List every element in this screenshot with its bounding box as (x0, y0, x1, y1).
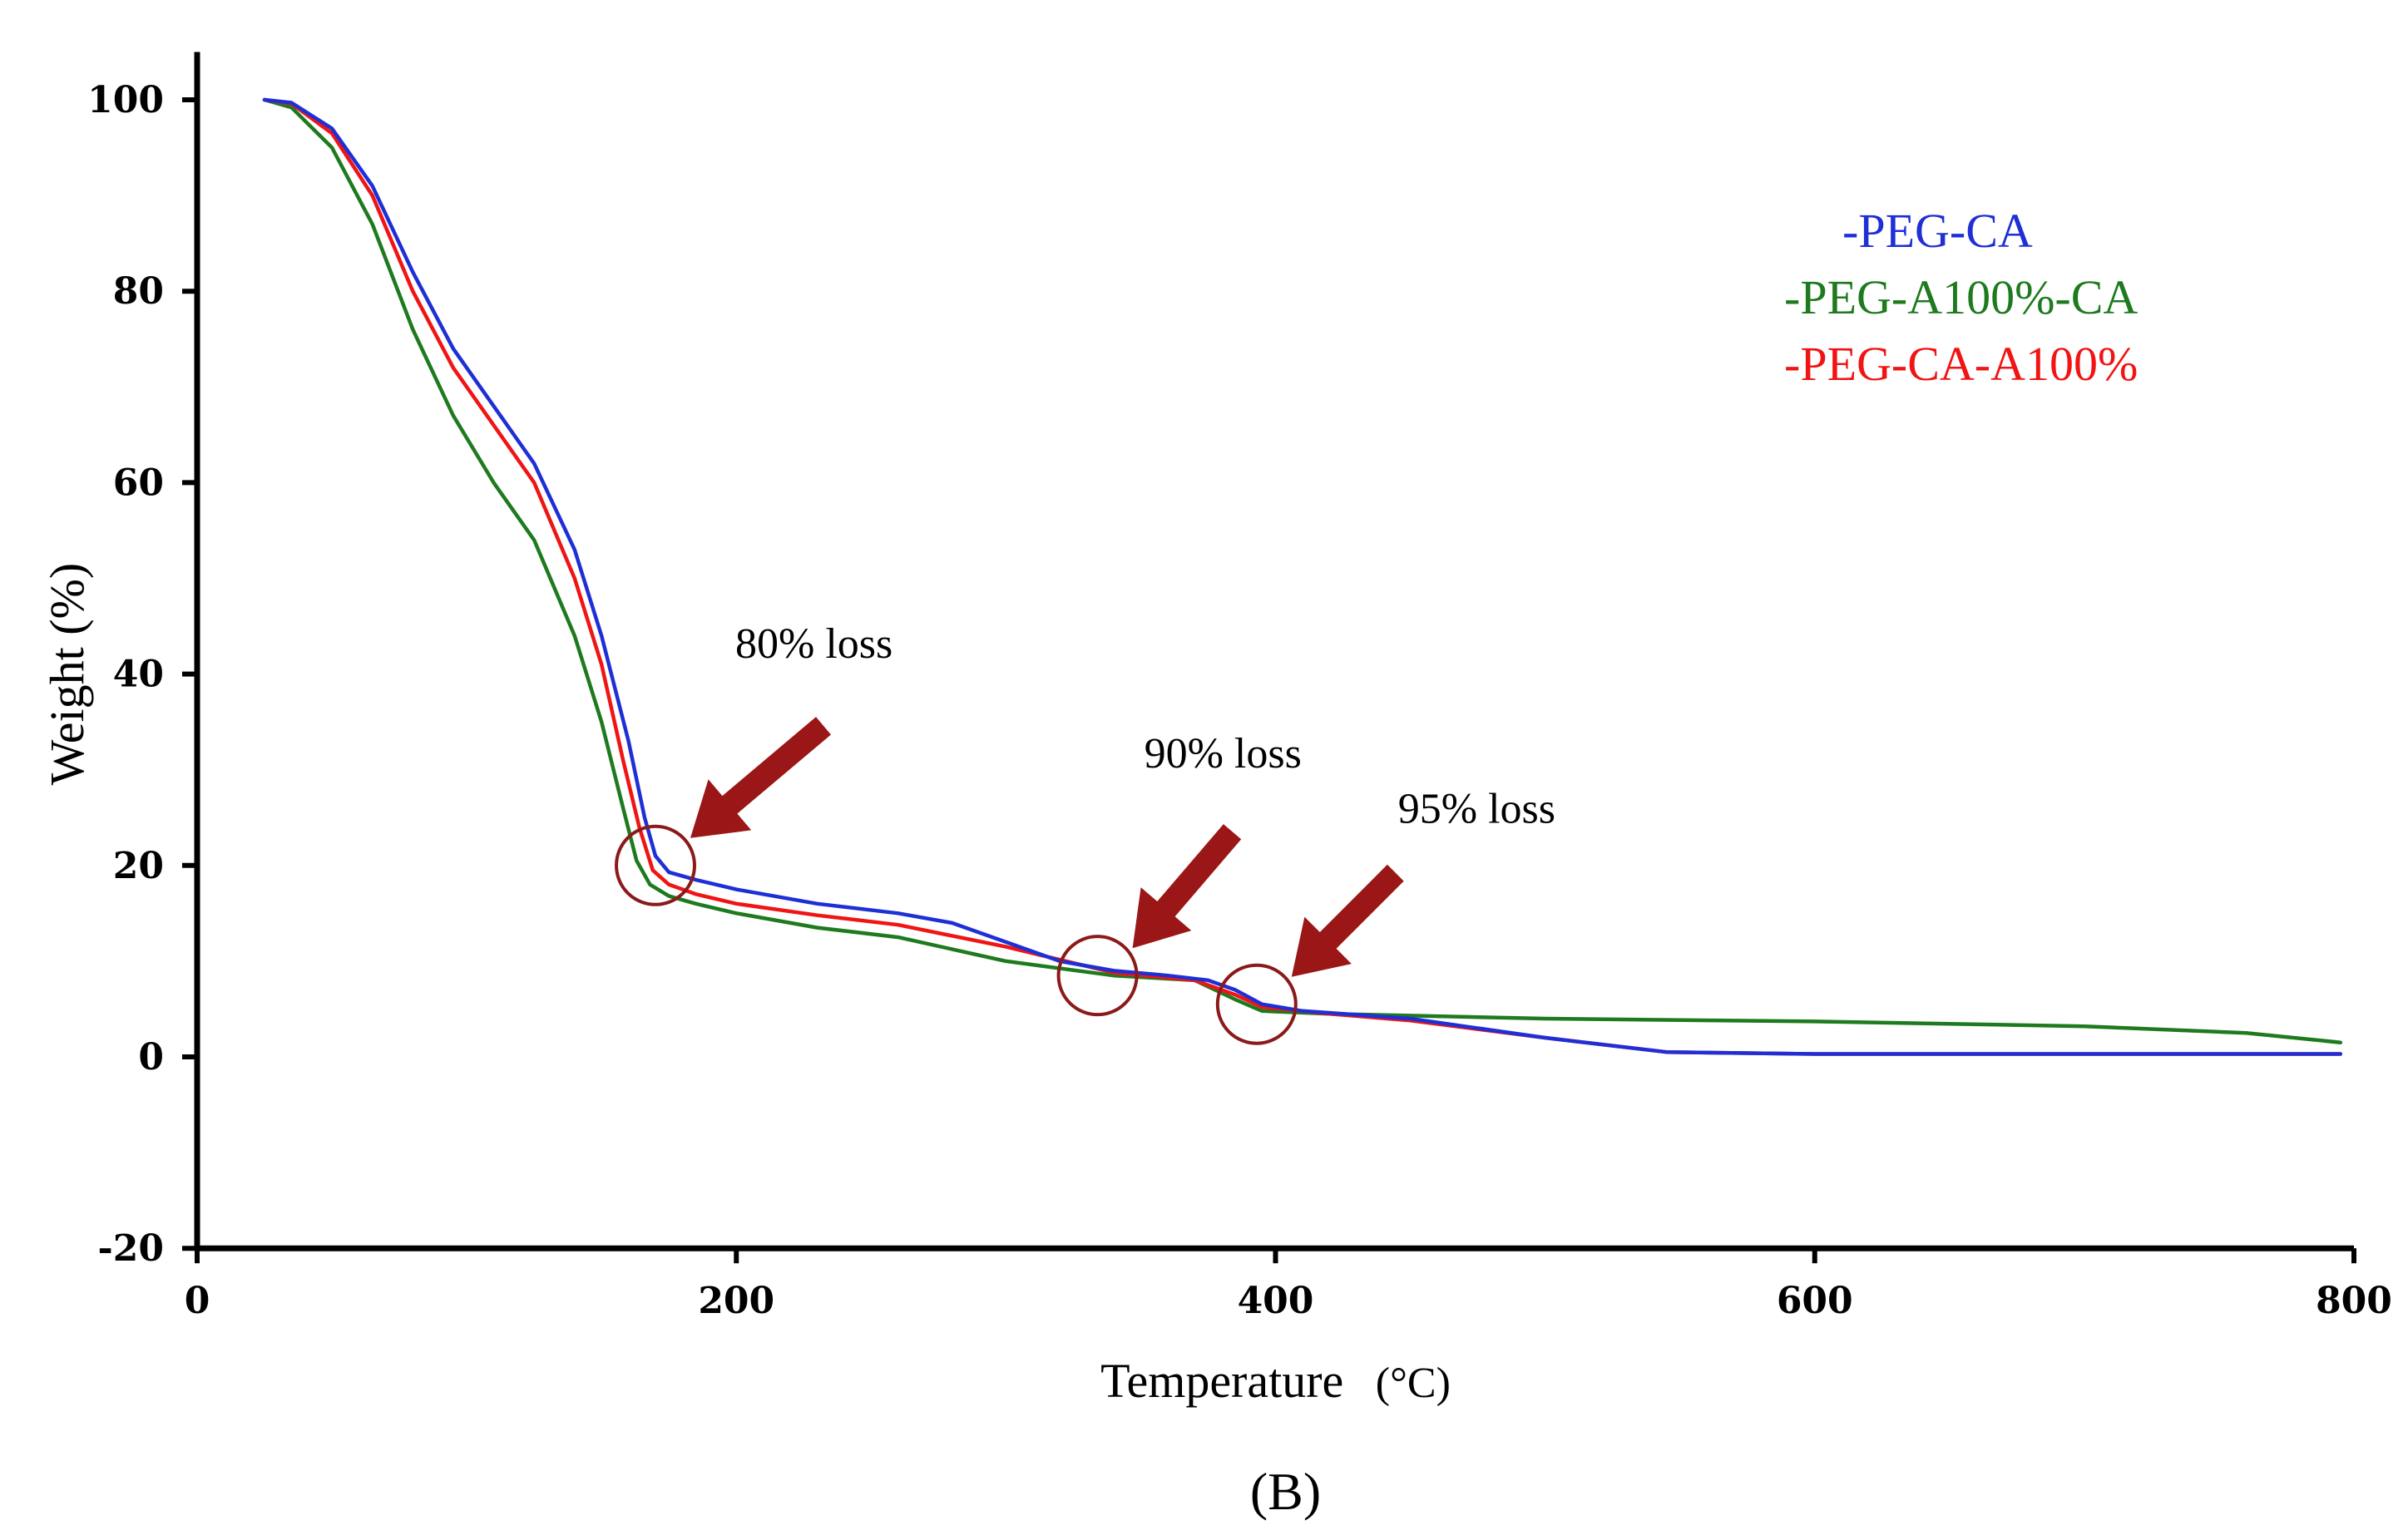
annotation-90-loss: 90% loss (1145, 730, 1302, 777)
y-tick-label: 60 (113, 462, 164, 504)
series-line-peg-a100-ca (262, 97, 2343, 1044)
x-tick-label: 200 (698, 1280, 774, 1322)
y-tick-label: 0 (138, 1036, 164, 1078)
series-layer (262, 97, 2343, 1056)
x-axis-title-label: Temperature (1100, 1354, 1343, 1408)
y-tick-label: 100 (87, 79, 164, 121)
loss-marker-circle (615, 824, 697, 906)
legend-entry: -PEG-CA-A100% (1784, 337, 2138, 391)
x-tick-label: 400 (1238, 1280, 1314, 1322)
loss-marker-circle (1056, 935, 1139, 1017)
x-tick-label: 800 (2316, 1280, 2392, 1322)
annotation-layer: 80% loss 90% loss 95% loss (735, 620, 1555, 833)
y-axis-title: Weight (%) (40, 563, 94, 786)
y-tick-label: 80 (113, 270, 164, 313)
x-axis-title: Temperature (°C) (1100, 1354, 1451, 1408)
loss-marker-circle (1215, 963, 1298, 1045)
legend-entry: -PEG-CA (1842, 204, 2033, 258)
legend: -PEG-CA -PEG-A100%-CA -PEG-CA-A100% (1784, 204, 2138, 391)
y-tick-label: 40 (113, 654, 164, 696)
loss-arrow (1132, 824, 1242, 949)
loss-arrow (690, 717, 831, 838)
annotation-80-loss: 80% loss (735, 620, 892, 668)
x-axis-title-unit: (°C) (1376, 1360, 1451, 1407)
x-tick-label: 600 (1777, 1280, 1853, 1322)
ticks-layer: -20 0 20 40 60 80 100 0 200 400 600 800 (87, 79, 2392, 1322)
legend-entry: -PEG-A100%-CA (1784, 270, 2138, 324)
y-tick-label: -20 (98, 1227, 165, 1270)
y-tick-label: 20 (113, 845, 164, 887)
marker-layer (615, 717, 1404, 1045)
x-tick-label: 0 (185, 1280, 210, 1322)
annotation-95-loss: 95% loss (1398, 786, 1555, 833)
series-line-peg-ca (262, 97, 2343, 1056)
panel-label: (B) (1250, 1462, 1321, 1521)
loss-arrow (1291, 864, 1404, 977)
